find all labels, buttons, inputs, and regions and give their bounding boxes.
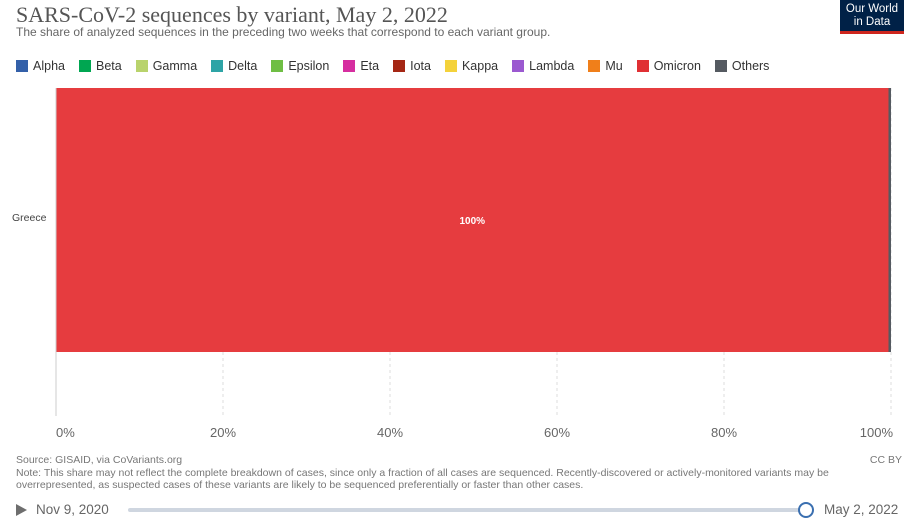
- legend-item-kappa[interactable]: Kappa: [444, 59, 499, 73]
- entity-label-greece[interactable]: Greece: [12, 212, 47, 224]
- legend-item-lambda[interactable]: Lambda: [512, 59, 574, 73]
- x-tick-label: 100%: [860, 425, 894, 440]
- legend-item-others[interactable]: Others: [714, 59, 770, 73]
- legend-label: Others: [731, 59, 770, 73]
- logo-line-1: Our World: [845, 3, 899, 15]
- legend-item-epsilon[interactable]: Epsilon: [271, 59, 329, 73]
- legend-swatch: [636, 60, 649, 72]
- chart-area: 100% 0% 20% 40% 60% 80% 100%: [55, 88, 894, 440]
- legend-label: Eta: [360, 59, 380, 73]
- legend-label: Delta: [228, 59, 258, 73]
- legend-swatch: [135, 60, 148, 72]
- play-icon[interactable]: [16, 504, 27, 516]
- timeline-handle[interactable]: [798, 502, 814, 518]
- timeline-end-date: May 2, 2022: [824, 502, 899, 517]
- legend-swatch: [714, 60, 727, 72]
- legend-label: Omicron: [653, 59, 701, 73]
- x-tick-label: 40%: [377, 425, 403, 440]
- x-tick-label: 20%: [210, 425, 236, 440]
- bar-segment-others[interactable]: [888, 88, 891, 352]
- legend-item-beta[interactable]: Beta: [78, 59, 122, 73]
- legend-item-alpha[interactable]: Alpha: [16, 59, 65, 73]
- legend-label: Iota: [410, 59, 431, 73]
- timeline-track[interactable]: [128, 508, 806, 512]
- legend-item-delta[interactable]: Delta: [211, 59, 257, 73]
- legend-swatch: [393, 60, 406, 72]
- footnote: Note: This share may not reflect the com…: [16, 467, 829, 491]
- owid-logo[interactable]: Our World in Data: [840, 0, 904, 34]
- bar-segment-omicron[interactable]: [56, 88, 889, 352]
- legend-item-eta[interactable]: Eta: [343, 59, 379, 73]
- legend-label: Kappa: [461, 59, 499, 73]
- legend-swatch: [16, 60, 28, 72]
- legend-swatch: [512, 60, 525, 72]
- x-tick-label: 60%: [544, 425, 570, 440]
- legend-swatch: [444, 60, 457, 72]
- chart-subtitle: The share of analyzed sequences in the p…: [16, 25, 551, 39]
- legend-label: Epsilon: [288, 59, 330, 73]
- legend: Alpha Beta Gamma Delta Epsilon Eta Iota …: [16, 58, 783, 74]
- source-note: Source: GISAID, via CoVariants.org: [16, 454, 183, 466]
- legend-item-mu[interactable]: Mu: [588, 59, 623, 73]
- legend-item-omicron[interactable]: Omicron: [636, 59, 701, 73]
- legend-item-iota[interactable]: Iota: [393, 59, 431, 73]
- data-label: 100%: [459, 216, 485, 227]
- legend-swatch: [271, 60, 284, 72]
- timeline-start-date: Nov 9, 2020: [36, 502, 109, 517]
- x-tick-label: 0%: [56, 425, 75, 440]
- legend-label: Gamma: [152, 59, 198, 73]
- chart-title: SARS-CoV-2 sequences by variant, May 2, …: [16, 2, 448, 27]
- legend-swatch: [78, 60, 91, 72]
- legend-label: Lambda: [529, 59, 575, 73]
- x-tick-label: 80%: [711, 425, 737, 440]
- legend-label: Beta: [95, 59, 122, 73]
- legend-item-gamma[interactable]: Gamma: [135, 59, 198, 73]
- legend-swatch: [588, 60, 601, 72]
- logo-line-2: in Data: [853, 16, 891, 28]
- license-label[interactable]: CC BY: [869, 454, 902, 466]
- legend-swatch: [211, 60, 224, 72]
- legend-label: Alpha: [33, 59, 65, 73]
- legend-label: Mu: [605, 59, 623, 73]
- legend-swatch: [343, 60, 356, 72]
- timeline: Nov 9, 2020 May 2, 2022: [0, 498, 918, 524]
